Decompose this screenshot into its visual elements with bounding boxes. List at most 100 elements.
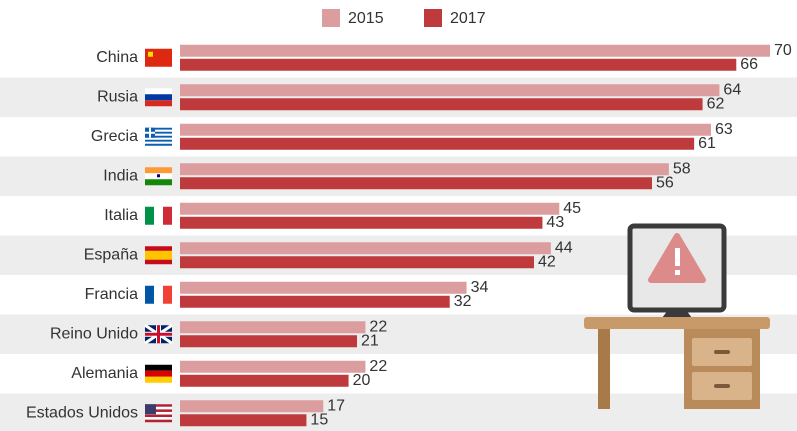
flag-part <box>145 376 172 383</box>
category-label: India <box>103 167 138 184</box>
flag-part <box>145 404 156 415</box>
row-background <box>0 77 797 117</box>
flag-part <box>145 141 172 144</box>
value-label: 20 <box>353 372 371 389</box>
flag <box>145 127 172 146</box>
flag <box>145 285 172 304</box>
flag-part <box>145 364 172 371</box>
flag-part <box>154 206 163 225</box>
legend-swatch <box>424 9 442 27</box>
value-label: 34 <box>471 279 489 296</box>
bar <box>180 281 467 294</box>
value-label: 43 <box>546 214 564 231</box>
flag-part <box>145 370 172 377</box>
flag-part <box>145 137 172 140</box>
value-label: 58 <box>673 160 691 177</box>
value-label: 22 <box>369 358 387 375</box>
value-label: 61 <box>698 135 716 152</box>
flag-part <box>145 179 172 186</box>
row-background <box>0 156 797 196</box>
category-label: Alemania <box>71 365 138 382</box>
value-label: 45 <box>563 200 581 217</box>
flag <box>145 167 172 186</box>
value-label: 66 <box>740 56 758 73</box>
flag-part <box>145 135 172 138</box>
value-label: 70 <box>774 42 792 59</box>
flag-part <box>145 411 172 415</box>
flag-part <box>145 332 172 336</box>
category-label: Reino Unido <box>50 325 138 342</box>
desk-top <box>584 317 770 329</box>
legend-label: 2017 <box>450 10 486 27</box>
flag <box>145 364 172 383</box>
category-label: Italia <box>104 207 138 224</box>
flag-part <box>145 94 172 101</box>
flag-part <box>145 206 154 225</box>
category-label: Rusia <box>97 88 138 105</box>
bar <box>180 216 543 229</box>
bar <box>180 163 669 176</box>
row-background <box>0 393 797 431</box>
bar <box>180 374 349 387</box>
category-label: Grecia <box>91 128 138 145</box>
value-label: 64 <box>723 81 741 98</box>
value-label: 63 <box>715 121 733 138</box>
category-label: España <box>84 246 138 263</box>
monitor-stand <box>662 310 692 318</box>
warning-mark <box>675 248 680 266</box>
category-label: Estados Unidos <box>26 404 138 421</box>
flag-part <box>145 414 172 418</box>
flag-part <box>145 88 172 95</box>
value-label: 17 <box>327 397 345 414</box>
bar <box>180 256 534 269</box>
flag-part <box>145 417 172 420</box>
flag-part <box>145 100 172 107</box>
flag <box>145 88 172 107</box>
category-label: China <box>96 49 138 66</box>
flag-part <box>145 404 172 407</box>
value-label: 56 <box>656 174 674 191</box>
flag-part <box>145 250 172 260</box>
flag-part <box>145 167 172 174</box>
flag-part <box>145 129 172 132</box>
flag <box>145 246 172 265</box>
flags <box>144 48 173 423</box>
legend-label: 2015 <box>348 10 384 27</box>
bar <box>180 335 357 348</box>
flag-part <box>145 131 172 134</box>
flag <box>145 48 172 67</box>
legend-swatch <box>322 9 340 27</box>
bar <box>180 84 720 97</box>
flag-part <box>145 48 172 67</box>
value-label: 22 <box>369 318 387 335</box>
bar <box>180 44 770 57</box>
bar <box>180 177 652 190</box>
flag <box>145 206 172 225</box>
bar <box>180 137 695 150</box>
bar <box>180 400 324 413</box>
flag-part <box>145 406 172 410</box>
bar <box>180 58 737 71</box>
flag-part <box>145 143 172 146</box>
category-label: Francia <box>85 286 138 303</box>
flag-part <box>154 285 163 304</box>
flag-part <box>145 409 172 412</box>
bar <box>180 242 551 255</box>
bar <box>180 123 711 136</box>
flag-part <box>145 419 172 423</box>
flag-part <box>145 139 172 142</box>
flag <box>145 404 172 423</box>
bar <box>180 202 560 215</box>
bar <box>180 295 450 308</box>
flag <box>144 324 173 345</box>
flag-part <box>145 285 154 304</box>
drawer-handle <box>714 384 730 388</box>
value-label: 44 <box>555 239 573 256</box>
value-label: 21 <box>361 332 379 349</box>
flag-part <box>157 174 160 178</box>
flag-part <box>163 206 172 225</box>
value-label: 32 <box>454 293 472 310</box>
drawer-handle <box>714 350 730 354</box>
flag-part <box>145 127 172 130</box>
